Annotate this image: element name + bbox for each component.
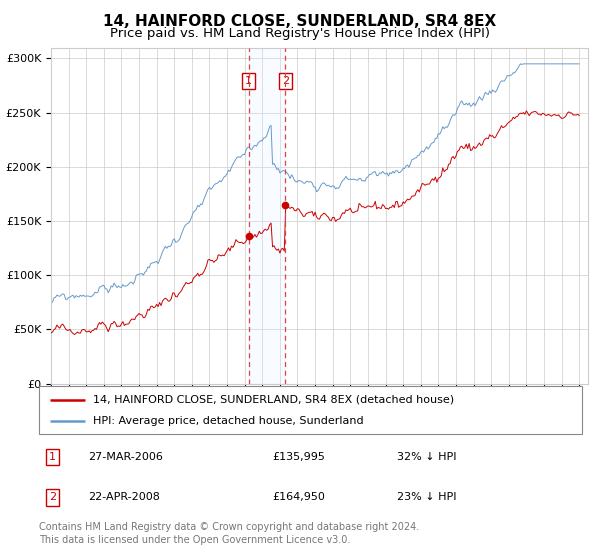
Text: 32% ↓ HPI: 32% ↓ HPI	[397, 452, 457, 462]
Text: £135,995: £135,995	[272, 452, 325, 462]
Bar	[249, 48, 286, 384]
Text: 2: 2	[49, 492, 56, 502]
Text: HPI: Average price, detached house, Sunderland: HPI: Average price, detached house, Sund…	[94, 416, 364, 426]
Text: 1: 1	[49, 452, 56, 462]
Text: 2: 2	[282, 76, 289, 86]
Text: 27-MAR-2006: 27-MAR-2006	[88, 452, 163, 462]
Text: 23% ↓ HPI: 23% ↓ HPI	[397, 492, 457, 502]
Text: Contains HM Land Registry data © Crown copyright and database right 2024.
This d: Contains HM Land Registry data © Crown c…	[39, 522, 419, 545]
FancyBboxPatch shape	[39, 386, 582, 434]
Text: 14, HAINFORD CLOSE, SUNDERLAND, SR4 8EX (detached house): 14, HAINFORD CLOSE, SUNDERLAND, SR4 8EX …	[94, 395, 454, 405]
Text: 1: 1	[245, 76, 252, 86]
Text: Price paid vs. HM Land Registry's House Price Index (HPI): Price paid vs. HM Land Registry's House …	[110, 27, 490, 40]
Text: 14, HAINFORD CLOSE, SUNDERLAND, SR4 8EX: 14, HAINFORD CLOSE, SUNDERLAND, SR4 8EX	[103, 14, 497, 29]
Text: £164,950: £164,950	[272, 492, 325, 502]
Text: 22-APR-2008: 22-APR-2008	[88, 492, 160, 502]
